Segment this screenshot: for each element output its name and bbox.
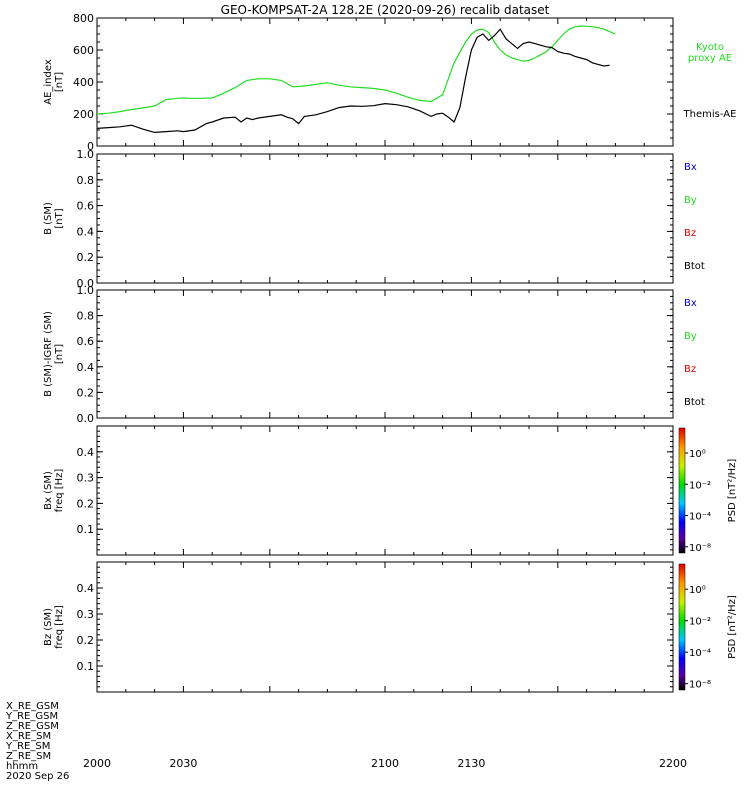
y-axis-label: [nT] <box>54 344 65 364</box>
panel-5: 0.1 0.2 0.3 0.4 Bz (SM) freq [Hz] 10⁰ 10⁻² 10⁻⁴ 1… <box>43 561 738 693</box>
x-tick-label: 2130 <box>457 757 485 770</box>
legend-label: Btot <box>684 261 705 272</box>
y-axis-label: [nT] <box>54 208 65 228</box>
colorbar <box>678 427 686 554</box>
colorbar-tick-label: 10⁻² <box>689 617 711 628</box>
panel-4: 0.1 0.2 0.3 0.4 Bx (SM) freq [Hz] 10⁰ 10⁻² 10⁻⁴ 1… <box>43 425 738 556</box>
series-line-1 <box>96 25 616 115</box>
colorbar-tick-label: 10⁰ <box>689 449 706 460</box>
colorbar <box>678 563 686 691</box>
time-axis: 2000 2030 2100 2130 2200X_RE_GSMY_RE_GSMZ_RE… <box>5 701 687 782</box>
colorbar-label: PSD [nT²/Hz] <box>727 459 738 523</box>
legend-label: By <box>684 331 697 342</box>
y-tick-label: 0.8 <box>77 310 95 323</box>
y-axis-label: [nT] <box>54 72 65 92</box>
y-axis-label: Bz (SM) <box>43 608 54 646</box>
x-row-label: Y_RE_SM <box>5 741 50 752</box>
panel-frame <box>96 17 674 147</box>
x-row-label: hhmm <box>6 761 38 772</box>
plot-title: GEO-KOMPSAT-2A 128.2E (2020-09-26) recal… <box>221 3 550 17</box>
y-tick-label: 1.0 <box>77 284 95 297</box>
y-tick-label: 0.3 <box>77 472 95 485</box>
y-tick-label: 800 <box>73 12 94 25</box>
colorbar-label: PSD [nT²/Hz] <box>727 595 738 659</box>
legend-label: Kyoto <box>696 42 724 53</box>
legend-label: Btot <box>684 397 705 408</box>
panel-3: 0.0 0.2 0.4 0.6 0.8 1.0 B (SM)-IGRF (SM) [nT] Bx… <box>43 284 705 425</box>
y-tick-label: 0.0 <box>77 412 95 425</box>
legend-label: Bx <box>684 162 697 173</box>
panel-2: 0.0 0.2 0.4 0.6 0.8 1.0 B (SM) [nT] Bx By Bz Btot <box>43 148 705 290</box>
colorbar-tick-label: 10⁻⁴ <box>689 512 711 523</box>
y-axis-label: freq [Hz] <box>54 469 65 513</box>
y-tick-label: 0.2 <box>77 386 95 399</box>
y-tick-label: 0 <box>87 140 94 153</box>
panel-frame <box>96 289 674 419</box>
y-tick-label: 0.4 <box>77 225 95 238</box>
y-tick-label: 0.1 <box>77 660 95 673</box>
x-tick-label: 2030 <box>169 757 197 770</box>
y-tick-label: 0.4 <box>77 361 95 374</box>
y-tick-label: 0.6 <box>77 200 95 213</box>
x-row-label: X_RE_GSM <box>6 701 59 712</box>
colorbar-tick-label: 10⁻⁴ <box>689 648 711 659</box>
y-axis-label: Bx (SM) <box>43 471 54 510</box>
x-row-label: Y_RE_GSM <box>5 711 58 722</box>
x-tick-label: 2000 <box>83 757 111 770</box>
y-tick-label: 0.4 <box>77 446 95 459</box>
legend-label: Bx <box>684 298 697 309</box>
y-tick-label: 0.2 <box>77 634 95 647</box>
panel-frame <box>96 425 674 556</box>
y-tick-label: 0.1 <box>77 523 95 536</box>
y-tick-label: 1.0 <box>77 148 95 161</box>
y-tick-label: 0.2 <box>77 251 95 264</box>
legend-label: Bz <box>684 228 696 239</box>
y-tick-label: 0.4 <box>77 582 95 595</box>
colorbar-tick-label: 10⁻² <box>689 480 711 491</box>
y-tick-label: 0.6 <box>77 335 95 348</box>
x-row-label: Z_RE_SM <box>6 751 51 762</box>
y-axis-label: AE_index <box>43 59 54 105</box>
y-tick-label: 0.0 <box>77 277 95 290</box>
y-tick-label: 0.2 <box>77 497 95 510</box>
y-tick-label: 200 <box>73 108 94 121</box>
y-axis-label: B (SM)-IGRF (SM) <box>43 311 54 397</box>
series-line-2 <box>96 28 610 134</box>
x-tick-label: 2200 <box>659 757 687 770</box>
y-axis-label: B (SM) <box>43 202 54 235</box>
legend-label: By <box>684 195 697 206</box>
y-tick-label: 0.8 <box>77 174 95 187</box>
y-axis-label: freq [Hz] <box>54 605 65 649</box>
legend-label: Themis-AE <box>683 109 737 120</box>
legend-label: proxy AE <box>688 53 732 64</box>
colorbar-tick-label: 10⁰ <box>689 585 706 596</box>
x-row-label: 2020 Sep 26 <box>6 771 69 782</box>
x-row-label: Z_RE_GSM <box>6 721 59 732</box>
y-tick-label: 400 <box>73 76 94 89</box>
colorbar-tick-label: 10⁻⁸ <box>689 680 711 691</box>
y-tick-label: 0.3 <box>77 608 95 621</box>
x-row-label: X_RE_SM <box>6 731 51 742</box>
x-tick-label: 2100 <box>371 757 399 770</box>
panel-frame <box>96 561 674 693</box>
colorbar-tick-label: 10⁻⁸ <box>689 543 711 554</box>
legend-label: Bz <box>684 364 696 375</box>
y-tick-label: 600 <box>73 44 94 57</box>
panel-frame <box>96 153 674 284</box>
